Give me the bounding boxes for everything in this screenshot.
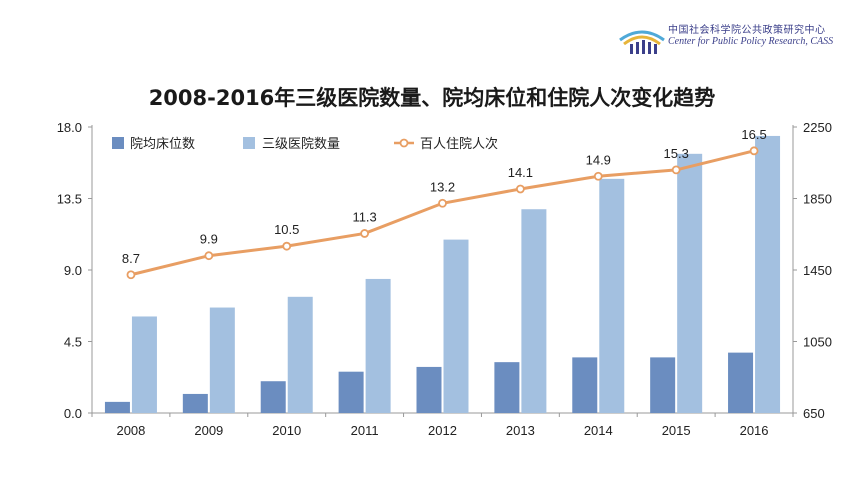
bar-hospital-count-2013 <box>521 209 547 413</box>
bar-hospital-count-2010 <box>287 296 313 413</box>
y-tick-label-left: 9.0 <box>64 263 82 278</box>
line-point-2011 <box>360 229 370 238</box>
x-tick-label-2015: 2015 <box>662 423 691 438</box>
org-name-en: Center for Public Policy Research, CASS <box>668 36 834 47</box>
line-point-2016 <box>749 146 759 156</box>
data-label-2015: 15.3 <box>664 146 689 161</box>
x-tick-label-2009: 2009 <box>194 423 223 438</box>
bar-bed-avg-2009 <box>182 393 208 413</box>
y-tick-label-left: 13.5 <box>57 192 82 207</box>
cass-ppr-logo-icon <box>619 30 665 54</box>
legend-label-hospital-count: 三级医院数量 <box>262 137 340 152</box>
bar-bed-avg-2015 <box>650 357 676 413</box>
legend-swatch-hospital-count <box>243 137 255 149</box>
data-label-2012: 13.2 <box>430 179 455 194</box>
line-point-2013 <box>515 184 525 194</box>
line-point-2012 <box>438 198 447 208</box>
y-tick-label-left: 0.0 <box>64 406 82 421</box>
data-label-2013: 14.1 <box>508 165 533 180</box>
legend-marker-inpatient <box>399 138 409 148</box>
line-point-2014 <box>593 171 603 181</box>
bar-hospital-count-2015 <box>677 153 703 413</box>
y-tick-label-left: 18.0 <box>57 120 82 135</box>
bar-bed-avg-2014 <box>572 357 598 413</box>
legend-label-inpatient: 百人住院人次 <box>420 136 498 152</box>
x-tick-label-2012: 2012 <box>428 423 457 438</box>
bar-bed-avg-2013 <box>494 362 520 413</box>
x-tick-label-2008: 2008 <box>116 423 145 438</box>
x-tick-label-2014: 2014 <box>584 423 613 438</box>
bar-bed-avg-2016 <box>728 352 754 413</box>
y-tick-label-right: 1450 <box>803 263 832 278</box>
bar-bed-avg-2011 <box>338 371 364 413</box>
line-point-2015 <box>671 165 681 175</box>
y-tick-label-right: 2250 <box>803 120 832 135</box>
line-inpatient-per-100 <box>130 149 755 277</box>
org-name-cn: 中国社会科学院公共政策研究中心 <box>668 25 826 36</box>
line-point-2009 <box>204 251 214 261</box>
bar-hospital-count-2016 <box>755 135 781 413</box>
data-label-2010: 10.5 <box>274 222 299 237</box>
line-point-2010 <box>282 241 292 251</box>
bar-hospital-count-2009 <box>209 307 235 413</box>
x-tick-label-2010: 2010 <box>272 423 301 438</box>
legend-label-bed-avg: 院均床位数 <box>130 137 195 152</box>
data-label-2016: 16.5 <box>741 127 766 142</box>
bar-hospital-count-2011 <box>365 278 391 413</box>
x-tick-label-2011: 2011 <box>351 423 379 438</box>
data-label-2014: 14.9 <box>586 152 611 167</box>
x-tick-label-2016: 2016 <box>740 423 769 438</box>
y-tick-label-left: 4.5 <box>64 335 82 350</box>
logo <box>614 18 854 58</box>
bar-hospital-count-2008 <box>131 316 157 413</box>
y-tick-label-right: 650 <box>803 406 825 421</box>
data-label-2008: 8.7 <box>122 251 140 266</box>
bar-bed-avg-2008 <box>104 401 130 413</box>
y-tick-label-right: 1050 <box>803 335 832 350</box>
chart-title: 2008-2016年三级医院数量、院均床位和住院人次变化趋势 <box>148 86 716 110</box>
line-point-2008 <box>126 270 136 280</box>
bar-bed-avg-2010 <box>260 381 286 413</box>
data-label-2009: 9.9 <box>200 232 218 247</box>
legend-swatch-bed-avg <box>112 137 124 149</box>
bar-hospital-count-2014 <box>599 178 625 413</box>
y-tick-label-right: 1850 <box>803 192 832 207</box>
x-tick-label-2013: 2013 <box>506 423 535 438</box>
bar-hospital-count-2012 <box>443 239 469 413</box>
data-label-2011: 11.3 <box>352 209 376 224</box>
bar-bed-avg-2012 <box>416 366 442 413</box>
